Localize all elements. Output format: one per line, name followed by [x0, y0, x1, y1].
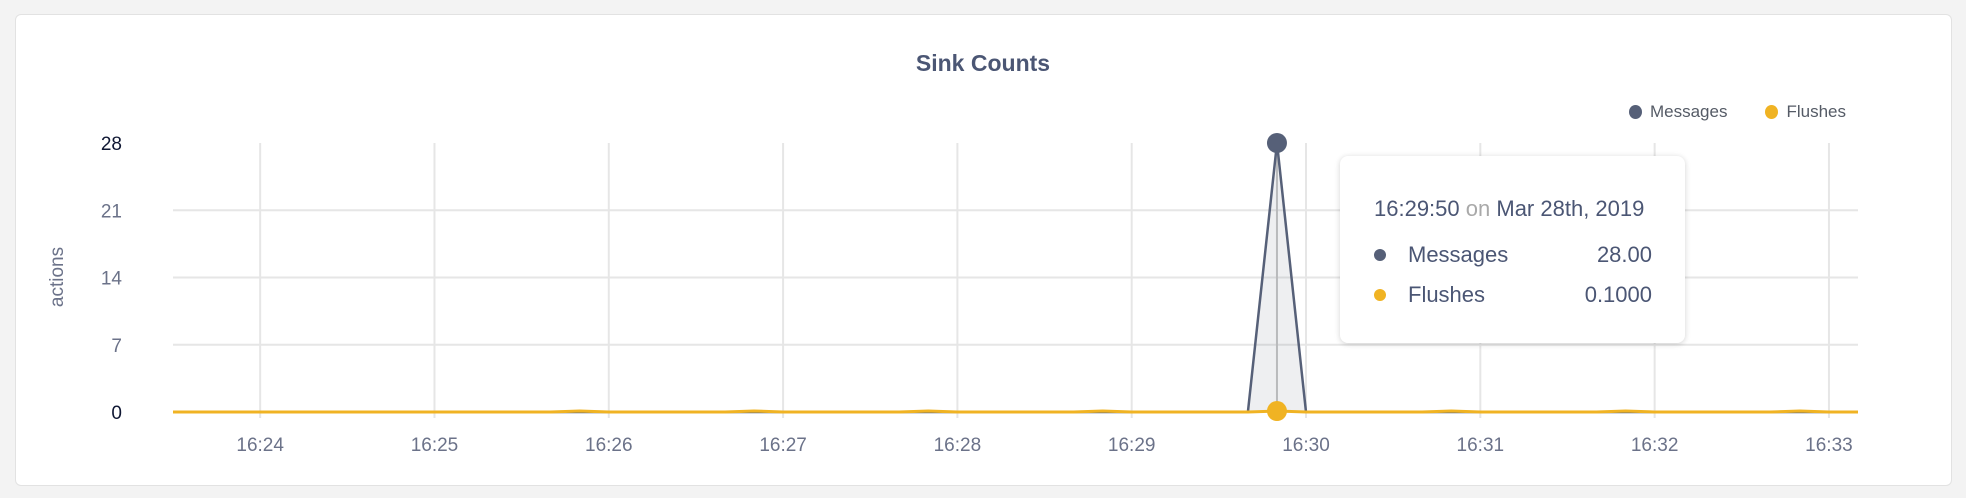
- legend-label: Flushes: [1786, 102, 1846, 121]
- hover-point-messages: [1266, 133, 1287, 153]
- tooltip-row-messages: Messages 28.00: [1374, 241, 1652, 269]
- tooltip-value: 28.00: [1596, 242, 1652, 267]
- y-tick-label: 21: [101, 201, 122, 222]
- tooltip-on: on: [1465, 196, 1491, 221]
- x-tick-label: 16:25: [411, 435, 459, 456]
- legend-item-messages[interactable]: Messages: [1628, 102, 1728, 122]
- flushes-dot-icon: [1765, 105, 1779, 119]
- y-axis-label: actions: [47, 247, 68, 307]
- x-tick-label: 16:29: [1108, 435, 1156, 456]
- x-tick-label: 16:30: [1282, 435, 1330, 456]
- legend-item-flushes[interactable]: Flushes: [1765, 102, 1846, 122]
- flushes-dot-icon: [1374, 289, 1386, 301]
- x-tick-label: 16:27: [759, 435, 807, 456]
- messages-dot-icon: [1374, 249, 1386, 261]
- y-tick-label: 7: [111, 336, 122, 357]
- x-tick-label: 16:33: [1805, 435, 1853, 456]
- legend: Messages Flushes: [1628, 102, 1846, 122]
- tooltip-time: 16:29:50: [1374, 196, 1460, 221]
- hover-point-flushes: [1266, 401, 1287, 422]
- tooltip-label: Messages: [1408, 242, 1509, 267]
- tooltip-row-flushes: Flushes 0.1000: [1374, 281, 1652, 309]
- x-tick-label: 16:28: [934, 435, 982, 456]
- tooltip-value: 0.1000: [1584, 282, 1652, 307]
- y-tick-label: 14: [101, 269, 123, 290]
- x-tick-label: 16:31: [1457, 435, 1505, 456]
- tooltip: 16:29:50 on Mar 28th, 2019 Messages 28.0…: [1340, 156, 1685, 343]
- chart-title: Sink Counts: [915, 50, 1051, 76]
- series-line-flushes: [173, 409, 1858, 414]
- tooltip-label: Flushes: [1408, 282, 1486, 307]
- tooltip-date: 16:29:50 on Mar 28th, 2019: [1374, 196, 1644, 222]
- tooltip-day: Mar 28th, 2019: [1496, 196, 1645, 221]
- x-tick-label: 16:24: [236, 435, 284, 456]
- x-tick-label: 16:26: [585, 435, 633, 456]
- x-tick-label: 16:32: [1631, 435, 1679, 456]
- legend-label: Messages: [1649, 102, 1728, 121]
- y-tick-label: 0: [111, 403, 122, 424]
- y-tick-label: 28: [101, 134, 122, 155]
- messages-dot-icon: [1628, 105, 1642, 119]
